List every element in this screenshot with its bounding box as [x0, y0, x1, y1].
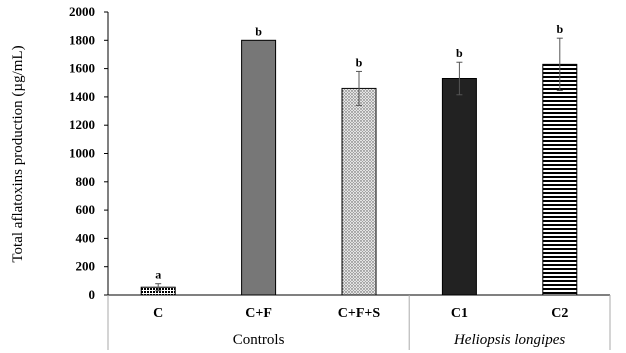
y-tick-label: 1000: [69, 146, 95, 161]
group-label: Controls: [233, 332, 285, 348]
category-labels: C C+F C+F+S C1 C2: [153, 306, 568, 321]
x-category-label: C2: [551, 306, 568, 321]
bar-series: a b b b b: [140, 22, 578, 296]
y-tick-label: 0: [89, 287, 96, 302]
bar-c2: [542, 63, 578, 296]
y-tick-label: 1800: [69, 32, 95, 47]
y-tick-label: 600: [76, 202, 96, 217]
y-tick-label: 400: [76, 230, 96, 245]
significance-letter: b: [456, 46, 463, 60]
x-category-label: C+F+S: [338, 306, 381, 321]
significance-letter: b: [556, 22, 563, 36]
group-dividers: [107, 295, 611, 350]
x-category-label: C+F: [245, 306, 272, 321]
y-tick-label: 1600: [69, 61, 95, 76]
significance-letter: a: [155, 268, 161, 282]
bar-c-f: [241, 39, 277, 296]
y-axis-title: Total aflatoxins production (µg/mL): [10, 45, 26, 262]
y-tick-label: 800: [76, 174, 96, 189]
x-category-label: C1: [451, 306, 468, 321]
group-labels: Controls Heliopsis longipes: [233, 332, 566, 348]
significance-letter: b: [255, 24, 262, 38]
significance-letter: b: [356, 55, 363, 69]
x-category-label: C: [153, 306, 163, 321]
y-tick-label: 1400: [69, 89, 95, 104]
y-axis-ticks: 0 200 400 600 800 1000 1200 1400 1600 1800 2000: [69, 4, 108, 302]
bar-c1: [441, 78, 477, 296]
y-tick-label: 200: [76, 259, 96, 274]
bar-c-f-s: [341, 87, 377, 296]
y-tick-label: 2000: [69, 4, 95, 19]
y-tick-label: 1200: [69, 117, 95, 132]
group-label: Heliopsis longipes: [453, 332, 565, 348]
